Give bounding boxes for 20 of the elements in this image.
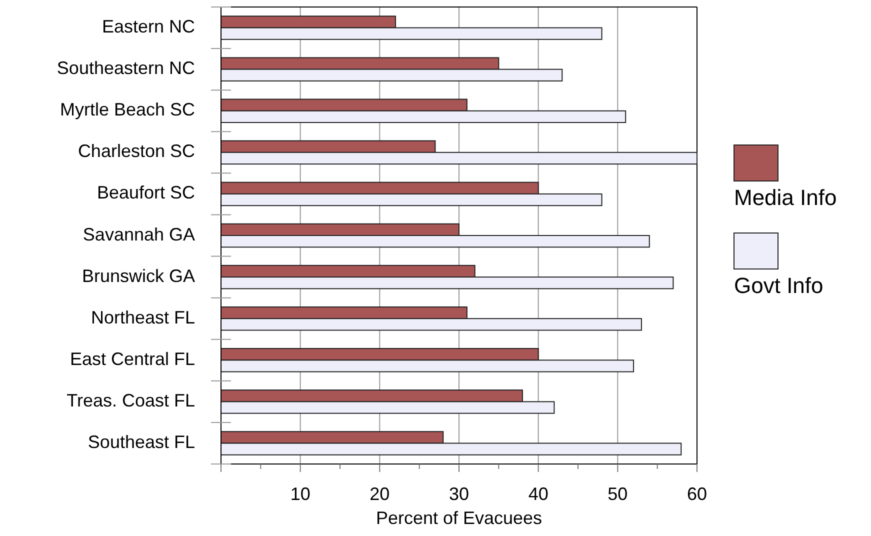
y-tick-label: Charleston SC [78,141,195,162]
x-tick-label: 50 [608,484,628,504]
y-tick-label: Brunswick GA [82,266,195,286]
y-tick-label: Southeast FL [88,432,195,452]
legend-label: Govt Info [734,273,824,298]
x-tick-label: 30 [448,484,470,504]
y-tick-label: Treas. Coast FL [66,390,195,410]
y-tick-label: Myrtle Beach SC [60,100,195,120]
y-tick-label: Savannah GA [82,224,195,244]
y-tick-label: Beaufort SC [96,182,195,203]
x-tick-label: 20 [370,484,390,504]
y-tick-label: East Central FL [70,348,195,369]
y-tick-label: Southeastern NC [56,58,195,78]
legend-label: Media Info [734,185,837,210]
y-tick-label: Northeast FL [90,307,195,328]
x-tick-label: 40 [528,484,548,504]
x-axis-title: Percent of Evacuees [376,508,542,528]
x-tick-label: 10 [290,484,310,504]
y-tick-label: Eastern NC [102,16,195,37]
x-tick-label: 60 [686,484,708,504]
